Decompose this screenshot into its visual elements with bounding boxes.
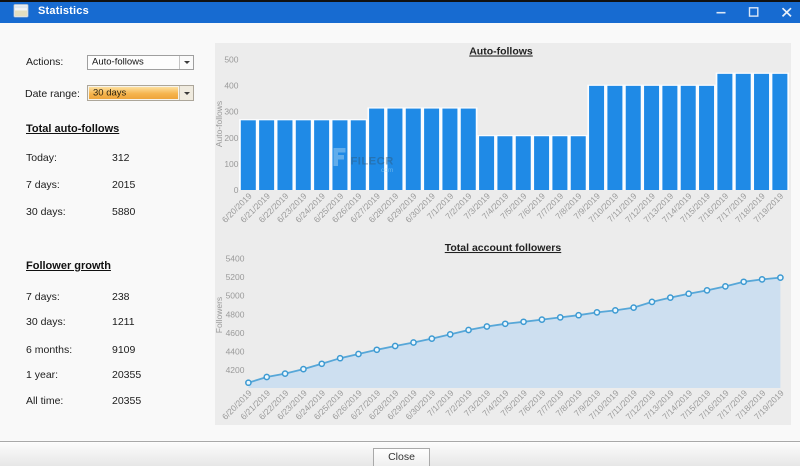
svg-text:Auto-follows: Auto-follows <box>469 46 533 58</box>
svg-text:100: 100 <box>224 159 238 169</box>
svg-text:4800: 4800 <box>226 309 245 319</box>
svg-text:FILECR: FILECR <box>351 156 394 168</box>
svg-text:500: 500 <box>224 55 238 65</box>
svg-text:4200: 4200 <box>226 365 245 375</box>
svg-text:5200: 5200 <box>226 272 245 282</box>
svg-text:Followers: Followers <box>215 297 224 333</box>
svg-text:200: 200 <box>224 133 238 143</box>
svg-text:Auto-follows: Auto-follows <box>215 101 224 147</box>
svg-text:300: 300 <box>224 107 238 117</box>
svg-text:5000: 5000 <box>226 291 245 301</box>
svg-text:5400: 5400 <box>226 254 245 264</box>
svg-text:Total account followers: Total account followers <box>445 242 562 254</box>
svg-text:com: com <box>381 167 393 174</box>
svg-text:0: 0 <box>234 185 239 195</box>
svg-text:4600: 4600 <box>226 328 245 338</box>
svg-text:400: 400 <box>224 81 238 91</box>
svg-text:4400: 4400 <box>226 347 245 357</box>
